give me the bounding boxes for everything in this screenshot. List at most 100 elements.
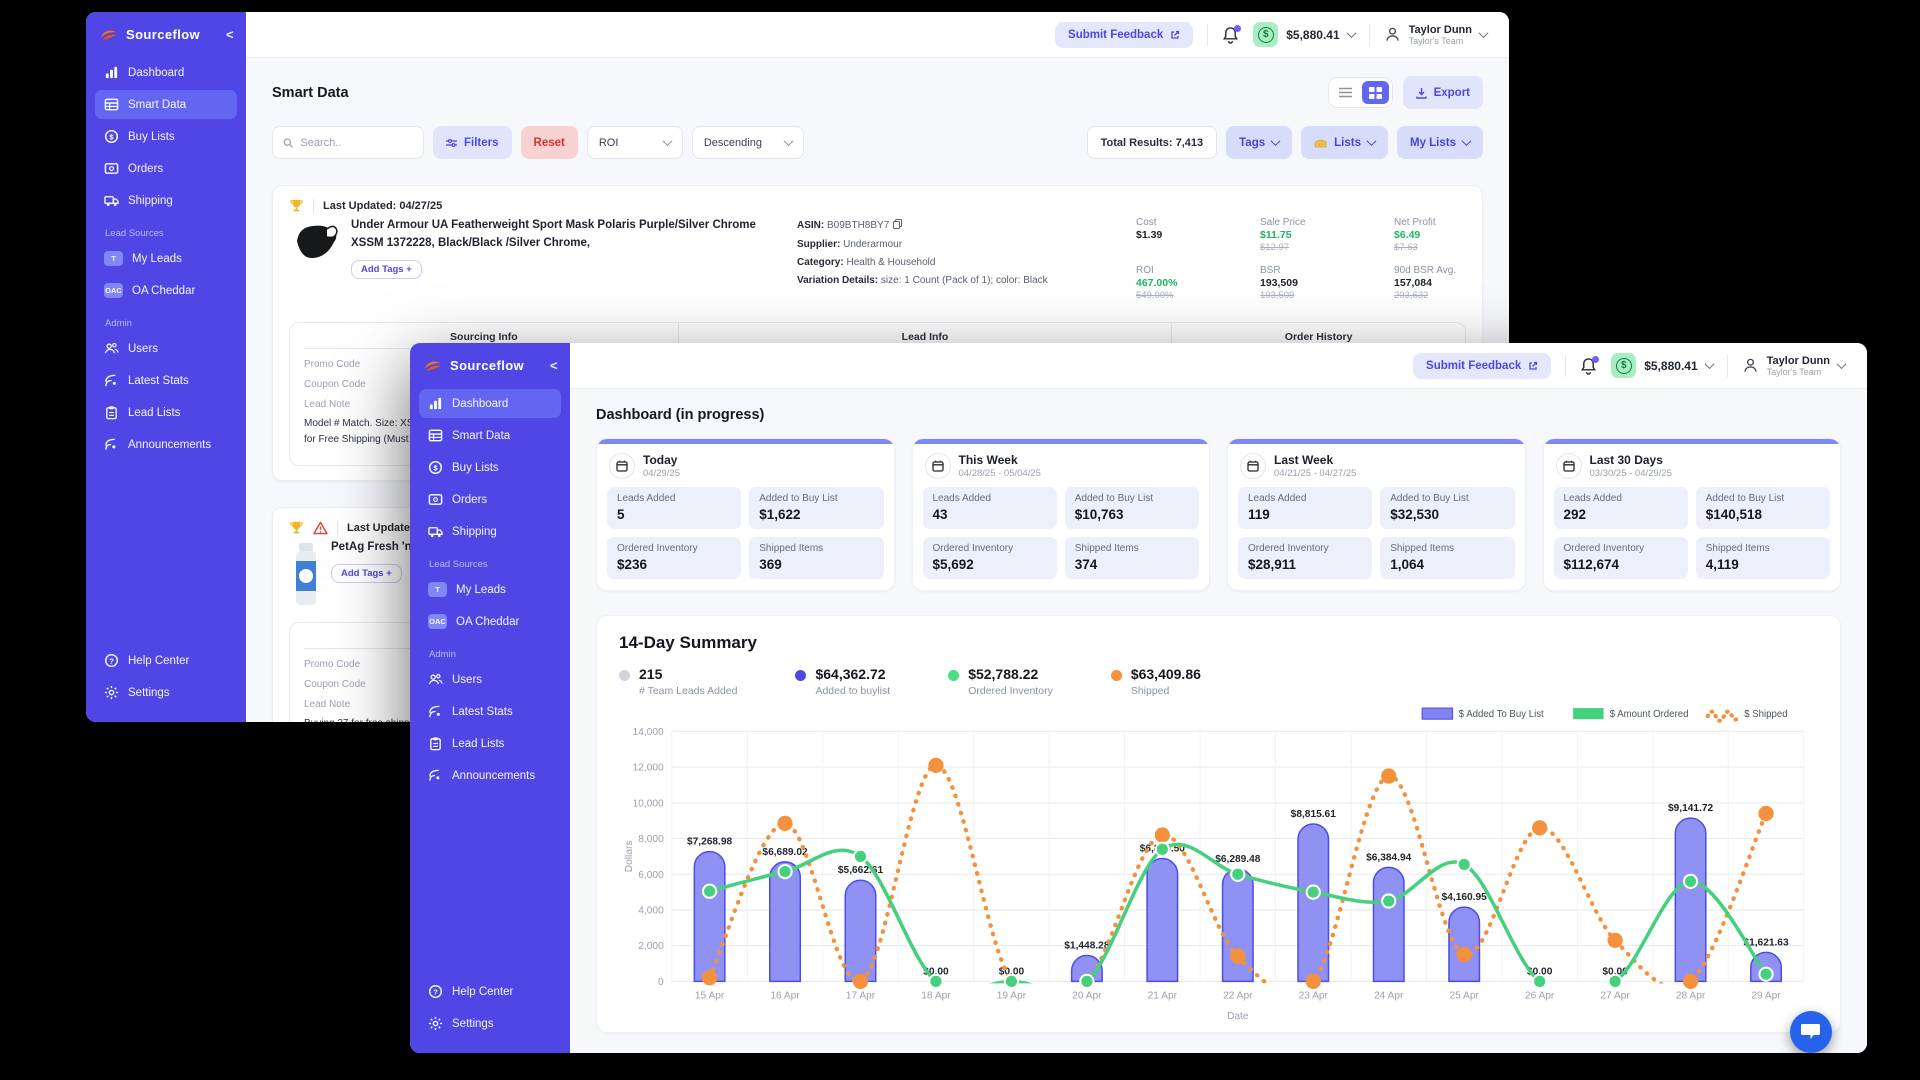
svg-text:2,000: 2,000 <box>638 941 664 952</box>
submit-feedback-button[interactable]: Submit Feedback <box>1413 352 1552 379</box>
chevron-down-icon <box>1478 28 1489 39</box>
sidebar-item-label: Shipping <box>452 525 497 538</box>
sort-order-select[interactable]: Descending <box>691 126 804 159</box>
lists-button[interactable]: Lists <box>1301 126 1388 159</box>
svg-text:22 Apr: 22 Apr <box>1223 991 1253 1002</box>
search-input[interactable] <box>300 136 413 149</box>
svg-text:8,000: 8,000 <box>638 834 664 845</box>
dollar-circle-icon: $ <box>104 129 119 144</box>
sidebar-item-orders[interactable]: Orders <box>419 485 561 514</box>
add-tags-button[interactable]: Add Tags + <box>351 259 422 279</box>
sidebar-item-shipping[interactable]: Shipping <box>419 517 561 546</box>
sidebar-item-label: Users <box>128 342 159 355</box>
svg-text:26 Apr: 26 Apr <box>1525 991 1555 1002</box>
balance-menu[interactable]: $ $5,880.41 <box>1611 353 1715 378</box>
sidebar-item-my-leads[interactable]: T My Leads <box>419 575 561 604</box>
admin-section-label: Admin <box>105 318 132 329</box>
stat-added-to-buy-list: Added to Buy List $140,518 <box>1695 487 1830 529</box>
list-icon <box>1338 87 1352 98</box>
divider <box>1368 23 1370 46</box>
sidebar-item-lead-lists[interactable]: Lead Lists <box>419 729 561 758</box>
coupon-code-row: Coupon Code <box>304 679 366 690</box>
tags-button[interactable]: Tags <box>1226 126 1293 159</box>
stat-card-last-week: Last Week 04/21/25 - 04/27/25 Leads Adde… <box>1227 438 1526 591</box>
sidebar-item-latest-stats[interactable]: Latest Stats <box>419 697 561 726</box>
sidebar-collapse-button[interactable]: < <box>226 27 234 42</box>
sidebar-item-my-leads[interactable]: T My Leads <box>95 244 237 273</box>
divider <box>1565 354 1567 377</box>
grid-view-button[interactable] <box>1361 81 1389 104</box>
export-button[interactable]: Export <box>1402 76 1483 109</box>
warning-icon <box>313 521 328 534</box>
submit-feedback-label: Submit Feedback <box>1068 28 1164 41</box>
sidebar-item-oa-cheddar[interactable]: OAC OA Cheddar <box>95 276 237 305</box>
sidebar-item-label: Buy Lists <box>128 130 175 143</box>
copy-icon[interactable] <box>893 218 903 236</box>
balance-amount: $5,880.41 <box>1286 27 1340 42</box>
list-view-button[interactable] <box>1332 81 1359 104</box>
sidebar-item-label: Announcements <box>128 438 212 451</box>
svg-text:25 Apr: 25 Apr <box>1449 991 1479 1002</box>
sidebar-item-settings[interactable]: Settings <box>419 1009 561 1038</box>
notifications-bell[interactable] <box>1580 355 1600 375</box>
sidebar-item-dashboard[interactable]: Dashboard <box>95 58 237 87</box>
sidebar-item-help-center[interactable]: ? Help Center <box>95 646 237 675</box>
svg-text:$6,689.02: $6,689.02 <box>762 847 808 858</box>
svg-text:16 Apr: 16 Apr <box>770 991 800 1002</box>
user-menu[interactable]: Taylor Dunn Taylor's Team <box>1742 355 1847 377</box>
sidebar-item-orders[interactable]: Orders <box>95 154 237 183</box>
sidebar-item-announcements[interactable]: Announcements <box>95 430 237 459</box>
stat-ordered-inventory: Ordered Inventory $112,674 <box>1553 537 1688 579</box>
product-supplier: Supplier: Underarmour <box>797 239 903 250</box>
stat-card-accent <box>1543 439 1840 444</box>
sidebar-item-buy-lists[interactable]: $ Buy Lists <box>419 453 561 482</box>
product-image <box>293 221 339 266</box>
add-tags-button[interactable]: Add Tags + <box>331 563 402 583</box>
sidebar-item-help-center[interactable]: ? Help Center <box>419 977 561 1006</box>
chat-launcher-button[interactable] <box>1790 1011 1832 1053</box>
product-asin: ASIN: B09BTH8BY7 <box>797 217 1132 236</box>
stat-card-today: Today 04/29/25 Leads Added 5 Added to Buy… <box>596 438 895 591</box>
sidebar-item-dashboard[interactable]: Dashboard <box>419 389 561 418</box>
filters-button[interactable]: Filters <box>433 126 512 159</box>
sidebar-collapse-button[interactable]: < <box>550 358 558 373</box>
balance-icon: $ <box>1253 22 1279 47</box>
sidebar-item-label: Buy Lists <box>452 461 499 474</box>
sidebar-item-shipping[interactable]: Shipping <box>95 186 237 215</box>
my-lists-button[interactable]: My Lists <box>1396 126 1483 159</box>
sidebar-item-oa-cheddar[interactable]: OAC OA Cheddar <box>419 607 561 636</box>
summary-metric-ordered-inventory: $52,788.22 Ordered Inventory <box>948 666 1053 697</box>
submit-feedback-button[interactable]: Submit Feedback <box>1055 21 1194 48</box>
balance-menu[interactable]: $ $5,880.41 <box>1253 22 1357 47</box>
sidebar-item-users[interactable]: Users <box>419 665 561 694</box>
svg-text:?: ? <box>109 656 114 665</box>
sidebar-item-latest-stats[interactable]: Latest Stats <box>95 366 237 395</box>
divider <box>337 520 338 535</box>
sidebar-item-smart-data[interactable]: Smart Data <box>95 90 237 119</box>
topbar: Submit Feedback $ $5,880.41 Taylor Dunn … <box>570 343 1867 389</box>
sidebar-item-buy-lists[interactable]: $ Buy Lists <box>95 122 237 151</box>
svg-text:$9,141.72: $9,141.72 <box>1668 803 1714 814</box>
reset-button[interactable]: Reset <box>520 126 578 159</box>
sidebar-item-label: My Leads <box>132 252 182 265</box>
chevron-down-icon <box>1270 136 1281 147</box>
sort-field-select[interactable]: ROI <box>586 126 683 159</box>
sidebar-item-users[interactable]: Users <box>95 334 237 363</box>
svg-text:23 Apr: 23 Apr <box>1299 991 1329 1002</box>
page-title: Dashboard (in progress) <box>596 407 765 423</box>
user-menu[interactable]: Taylor Dunn Taylor's Team <box>1384 24 1489 46</box>
sidebar-item-settings[interactable]: Settings <box>95 678 237 707</box>
metric-sale-price: Sale Price $11.75 $12.97 <box>1260 217 1306 253</box>
filter-sliders-icon <box>446 138 457 147</box>
product-category: Category: Health & Household <box>797 257 936 268</box>
external-link-icon <box>1529 361 1538 370</box>
svg-text:21 Apr: 21 Apr <box>1148 991 1178 1002</box>
sidebar-item-smart-data[interactable]: Smart Data <box>419 421 561 450</box>
notifications-bell[interactable] <box>1222 24 1242 44</box>
help-icon: ? <box>105 654 118 667</box>
sidebar-item-announcements[interactable]: Announcements <box>419 761 561 790</box>
sidebar-item-label: Shipping <box>128 194 173 207</box>
sidebar-item-lead-lists[interactable]: Lead Lists <box>95 398 237 427</box>
orders-icon <box>104 163 119 174</box>
svg-text:6,000: 6,000 <box>638 870 664 881</box>
